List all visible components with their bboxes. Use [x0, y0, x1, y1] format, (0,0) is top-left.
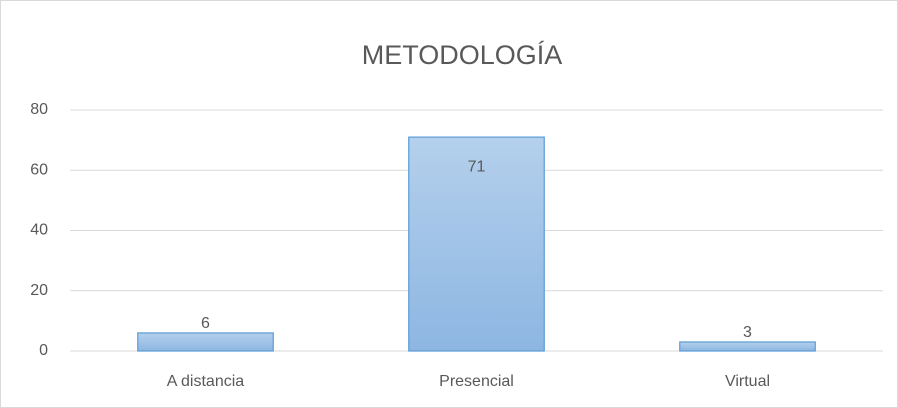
bar	[408, 136, 545, 352]
chart-title: METODOLOGÍA	[362, 40, 563, 70]
x-tick-label: Presencial	[439, 373, 514, 390]
y-tick-label: 60	[30, 161, 48, 178]
data-label: 3	[743, 324, 752, 341]
data-label: 6	[201, 315, 210, 332]
bar	[679, 341, 816, 352]
y-tick-label: 80	[30, 101, 48, 118]
x-tick-label: A distancia	[167, 373, 244, 390]
y-tick-label: 40	[30, 222, 48, 239]
x-tick-label: Virtual	[725, 373, 770, 390]
bar	[137, 332, 274, 352]
data-label: 71	[468, 158, 486, 175]
y-tick-label: 20	[30, 282, 48, 299]
y-tick-label: 0	[39, 342, 48, 359]
